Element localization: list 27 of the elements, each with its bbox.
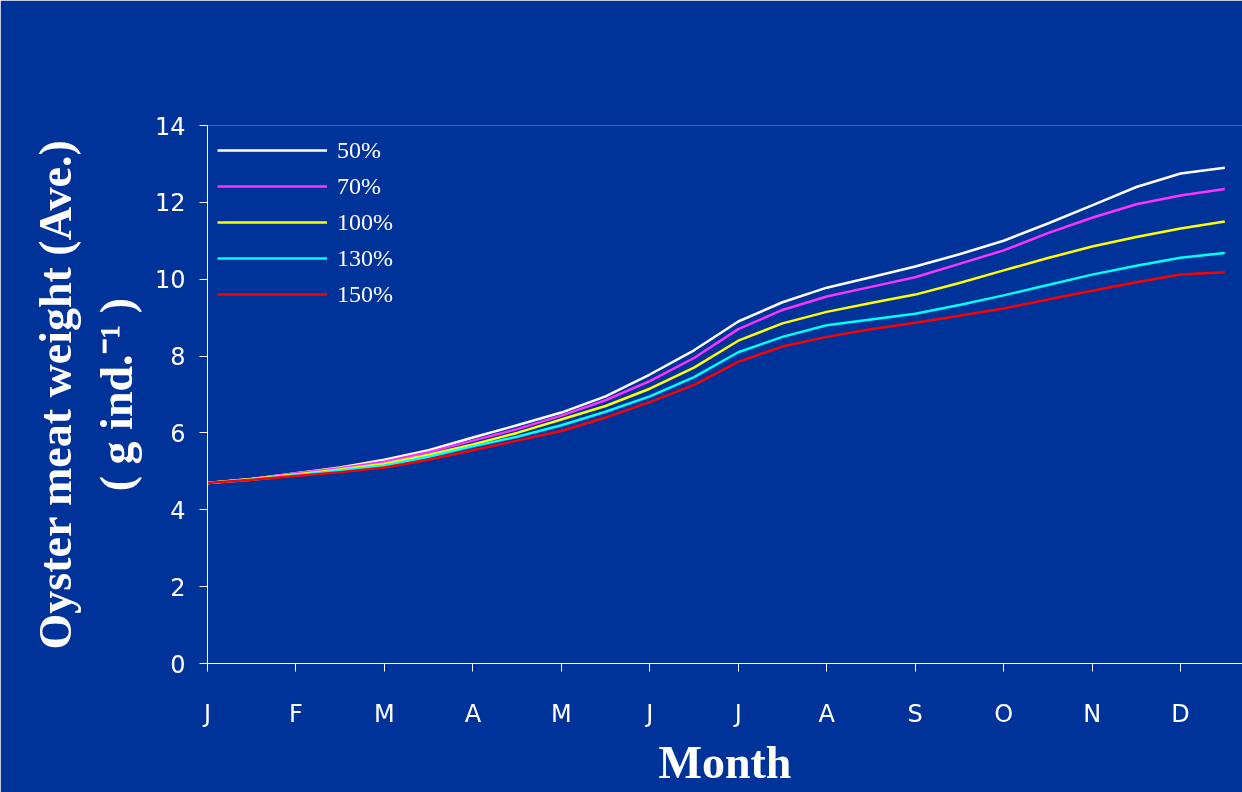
legend-label: 70% <box>337 171 382 201</box>
x-tick-label: J <box>201 699 212 728</box>
x-tick-label: M <box>550 699 572 728</box>
legend-label: 130% <box>337 243 394 273</box>
x-tick-label: A <box>464 699 482 728</box>
x-tick-label: J <box>644 699 654 728</box>
x-tick-label: M <box>374 699 395 728</box>
y-axis-title: Oyster meat weight (Ave.) ( g ind.⁻¹ ) <box>29 140 142 650</box>
x-tick-label: N <box>1083 699 1102 728</box>
y-tick-label: 2 <box>170 573 186 602</box>
x-tick-label: S <box>907 699 923 728</box>
y-tick-label: 0 <box>170 650 186 679</box>
x-tick-label: J <box>732 699 742 728</box>
y-tick-label: 14 <box>154 112 186 141</box>
y-tick-label: 10 <box>154 266 186 295</box>
y-tick-label: 12 <box>154 189 186 218</box>
x-axis-title: Month <box>658 736 792 788</box>
y-tick-label: 6 <box>170 419 186 448</box>
x-tick-label: F <box>289 699 303 728</box>
x-tick-label: O <box>994 699 1014 728</box>
legend-label: 100% <box>337 207 394 237</box>
legend-label: 150% <box>337 279 394 309</box>
y-tick-label: 8 <box>170 343 186 372</box>
legend-label: 50% <box>337 135 382 165</box>
y-tick-label: 4 <box>170 496 186 525</box>
x-tick-label: A <box>818 699 836 728</box>
x-tick-label: D <box>1171 699 1190 728</box>
